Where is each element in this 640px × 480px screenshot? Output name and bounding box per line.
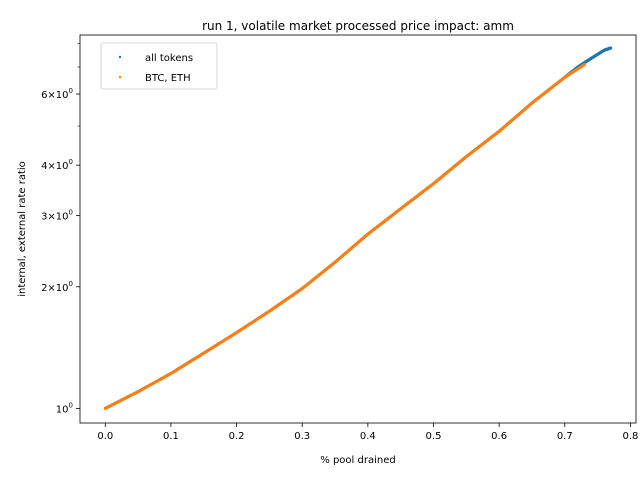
chart-title: run 1, volatile market processed price i… — [202, 19, 514, 33]
x-tick-label: 0.2 — [229, 431, 245, 442]
legend-marker-btc-eth — [118, 75, 122, 79]
x-tick-label: 0.7 — [557, 431, 573, 442]
legend-label-btc-eth: BTC, ETH — [145, 73, 191, 84]
x-axis-label: % pool drained — [320, 455, 395, 466]
y-tick-label: 100 — [56, 401, 73, 415]
legend-marker-all-tokens — [118, 55, 122, 59]
series-btc-eth — [103, 63, 586, 410]
x-tick-label: 0.8 — [622, 431, 638, 442]
x-tick-label: 0.4 — [360, 431, 376, 442]
legend-label-all-tokens: all tokens — [145, 53, 193, 64]
y-axis: 100 2×100 3×100 4×100 6×100 — [41, 43, 80, 415]
y-tick-label: 6×100 — [41, 87, 73, 101]
y-tick-label: 3×100 — [41, 209, 73, 223]
legend-box — [100, 42, 218, 90]
plot-frame — [79, 34, 637, 424]
legend: all tokens BTC, ETH — [100, 42, 218, 90]
x-tick-label: 0.5 — [426, 431, 442, 442]
data-point — [582, 63, 586, 66]
y-tick-label: 2×100 — [41, 280, 73, 294]
x-tick-label: 0.1 — [163, 431, 179, 442]
y-tick-label: 4×100 — [41, 158, 73, 172]
y-axis-label: internal, external rate ratio — [17, 161, 28, 297]
x-tick-label: 0.0 — [97, 431, 113, 442]
x-tick-label: 0.3 — [294, 431, 310, 442]
data-point — [609, 46, 613, 50]
data-points — [103, 46, 613, 410]
x-tick-label: 0.6 — [491, 431, 507, 442]
x-axis: 0.0 0.1 0.2 0.3 0.4 0.5 0.6 0.7 0.8 — [97, 423, 638, 442]
